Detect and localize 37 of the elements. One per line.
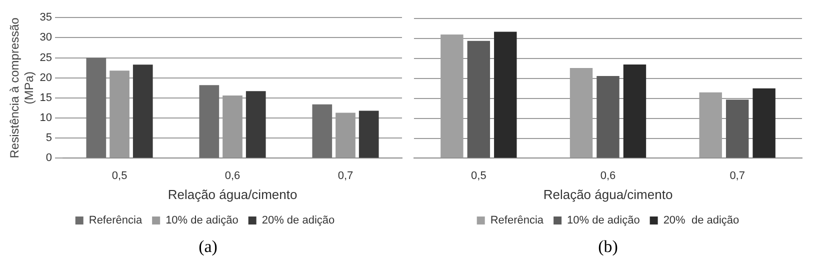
y-tick-label: 10 (40, 112, 52, 124)
x-tick-label: 0,5 (112, 170, 128, 182)
x-tick-label: 0,7 (730, 170, 745, 182)
y-tick-label: 5 (46, 132, 52, 144)
y-tick-label: 30 (40, 32, 52, 44)
legend-label: 10% de adição (567, 214, 640, 227)
x-tick-label: 0,5 (471, 170, 486, 182)
text: (a) (198, 236, 218, 258)
x-axis-title: Relação água/cimento (168, 186, 298, 202)
bar (86, 58, 106, 158)
bar (467, 40, 490, 158)
bar (199, 85, 220, 158)
bar (246, 91, 266, 158)
bar (494, 32, 517, 158)
y-tick-label: 15 (40, 92, 52, 104)
bar (752, 88, 776, 158)
y-tick-label: 0 (46, 152, 52, 164)
x-axis-title: Relação água/cimento (543, 186, 673, 202)
bar (596, 76, 620, 158)
bar (312, 104, 332, 158)
bar (358, 110, 379, 158)
legend-label: Referência (88, 214, 143, 227)
x-tick-label: 0,7 (338, 170, 354, 182)
y-tick-label: 25 (40, 52, 52, 64)
y-axis-title: Resistência à compressão (MPa) (8, 17, 36, 158)
legend-label: 20% de adição (262, 214, 335, 227)
y-tick-label: 35 (40, 12, 52, 24)
text: (b) (597, 236, 619, 258)
legend-label: 20% de adição (663, 214, 740, 227)
legend-label: 10% de adição (166, 214, 238, 227)
x-tick-label: 0,6 (600, 170, 616, 182)
x-tick-label: 0,6 (224, 170, 240, 182)
bar (132, 64, 153, 158)
bar (623, 64, 646, 158)
bar (726, 100, 749, 158)
legend-label: Referência (490, 214, 544, 227)
y-tick-label: 20 (40, 72, 52, 84)
